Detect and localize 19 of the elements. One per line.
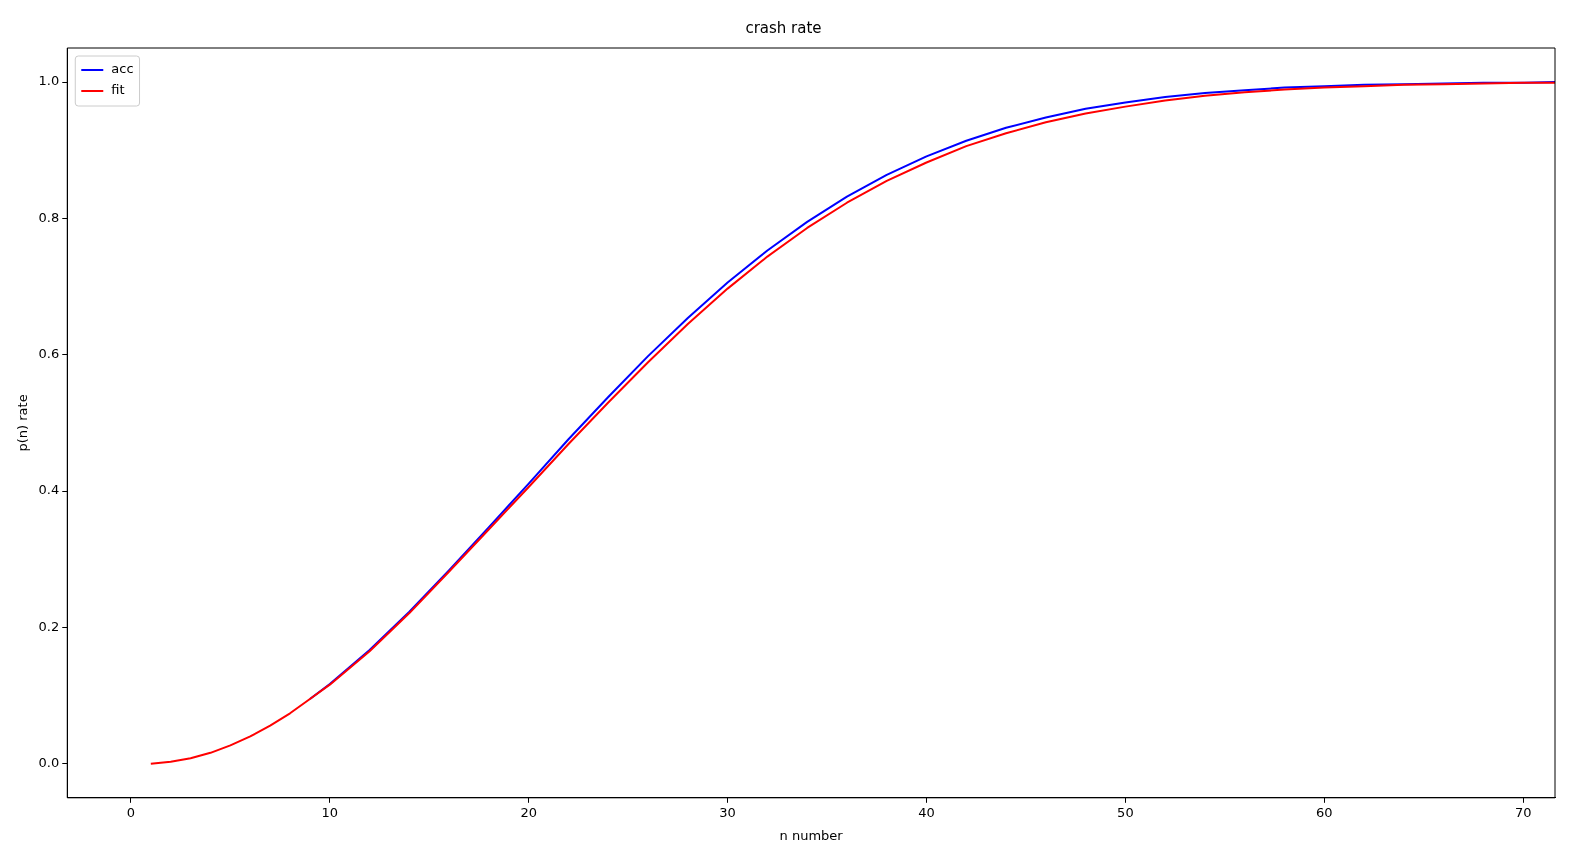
- x-axis-title: n number: [779, 827, 844, 843]
- legend-label: acc: [111, 61, 134, 77]
- x-tick-label: 70: [1514, 804, 1532, 820]
- y-axis-title: p(n) rate: [15, 394, 31, 452]
- x-tick-label: 0: [126, 804, 136, 820]
- x-tick-label: 40: [918, 804, 935, 820]
- y-tick-label: 0.2: [38, 618, 60, 634]
- x-tick-label: 50: [1117, 804, 1134, 820]
- x-tick-label: 30: [719, 804, 736, 820]
- x-tick-label: 10: [321, 804, 339, 820]
- y-tick-label: 1.0: [38, 73, 60, 89]
- y-tick-label: 0.6: [38, 346, 60, 362]
- chart-title: crash rate: [745, 18, 822, 37]
- y-tick-label: 0.0: [38, 755, 60, 771]
- legend-label: fit: [111, 82, 125, 98]
- x-tick-label: 20: [520, 804, 537, 820]
- y-tick-label: 0.4: [38, 482, 60, 498]
- y-tick-label: 0.8: [38, 209, 60, 225]
- x-tick-label: 60: [1316, 804, 1333, 820]
